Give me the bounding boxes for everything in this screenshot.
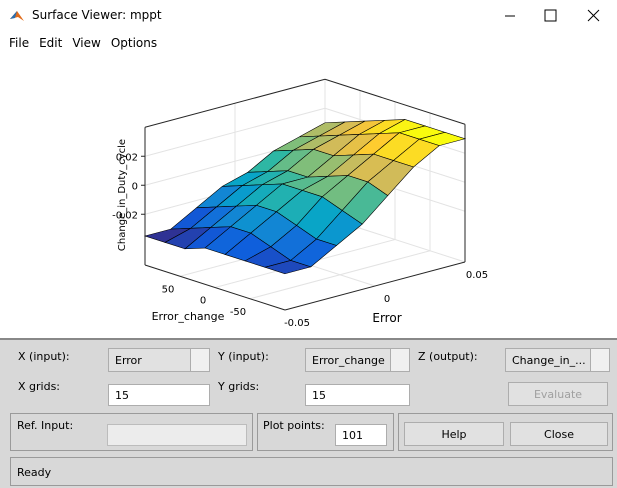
evaluate-button[interactable]: Evaluate: [508, 382, 608, 406]
x-tick-label: -0.05: [284, 318, 310, 329]
y-tick-label: 0: [200, 296, 206, 307]
status-text: Ready: [17, 466, 52, 479]
menu-item[interactable]: Options: [110, 36, 158, 50]
label: X (input):: [18, 350, 70, 363]
ref-input-field[interactable]: [107, 424, 247, 446]
control-panel: X (input): Error Y (input): Error_change…: [0, 338, 617, 488]
axis-line: [284, 261, 466, 311]
axis-line: [144, 264, 286, 311]
label: Y grids:: [218, 380, 260, 393]
ref-input-box: Ref. Input:: [10, 413, 253, 451]
help-button[interactable]: Help: [404, 422, 504, 446]
menu-item[interactable]: View: [72, 36, 101, 50]
x-tick-label: 0.05: [466, 270, 488, 281]
menu-item[interactable]: File: [9, 36, 30, 50]
x-axis-label: Error: [372, 311, 401, 325]
button-box: Help Close: [398, 413, 613, 451]
x-tick-label: 0: [384, 294, 390, 305]
z-axis-label: Change_in_Duty_cycle: [117, 139, 128, 251]
menu-bar: File Edit View Options: [0, 36, 617, 56]
label: Y (input):: [218, 350, 269, 363]
z-tick-label: 0.02: [116, 152, 138, 163]
close-button[interactable]: Close: [510, 422, 608, 446]
z-tick-label: 0: [132, 181, 138, 192]
z-output-dropdown[interactable]: Change_in_...: [505, 348, 610, 372]
plot-points-box: Plot points: 101: [257, 413, 394, 451]
plot-points-input[interactable]: 101: [335, 424, 387, 446]
y-tick-label: -50: [230, 307, 246, 318]
surface-plot: -0.02 0 0.02 -0.05 0 0.05 -50 0 50 Error Error_cha…: [0, 58, 617, 338]
label: Z (output):: [418, 350, 478, 363]
y-tick-label: 50: [162, 284, 175, 295]
axis-line: [324, 78, 466, 125]
label: Ref. Input:: [17, 419, 74, 432]
title-bar: Surface Viewer: mppt: [0, 0, 617, 32]
menu-item[interactable]: Edit: [39, 36, 63, 50]
y-input-dropdown[interactable]: Error_change: [305, 348, 410, 372]
status-bar: Ready: [10, 457, 613, 486]
window-title: Surface Viewer: mppt: [32, 8, 162, 22]
y-axis-label: Error_change: [152, 310, 225, 323]
x-grids-input[interactable]: 15: [108, 384, 210, 406]
window-controls[interactable]: [505, 8, 615, 24]
axis-line: [144, 78, 326, 128]
grid-line: [249, 250, 431, 300]
z-tick-label: -0.02: [112, 210, 138, 221]
label: Plot points:: [263, 419, 325, 432]
app-icon: [10, 11, 24, 21]
label: X grids:: [18, 380, 61, 393]
y-grids-input[interactable]: 15: [305, 384, 410, 406]
x-input-dropdown[interactable]: Error: [108, 348, 210, 372]
surface-face: [263, 260, 312, 275]
